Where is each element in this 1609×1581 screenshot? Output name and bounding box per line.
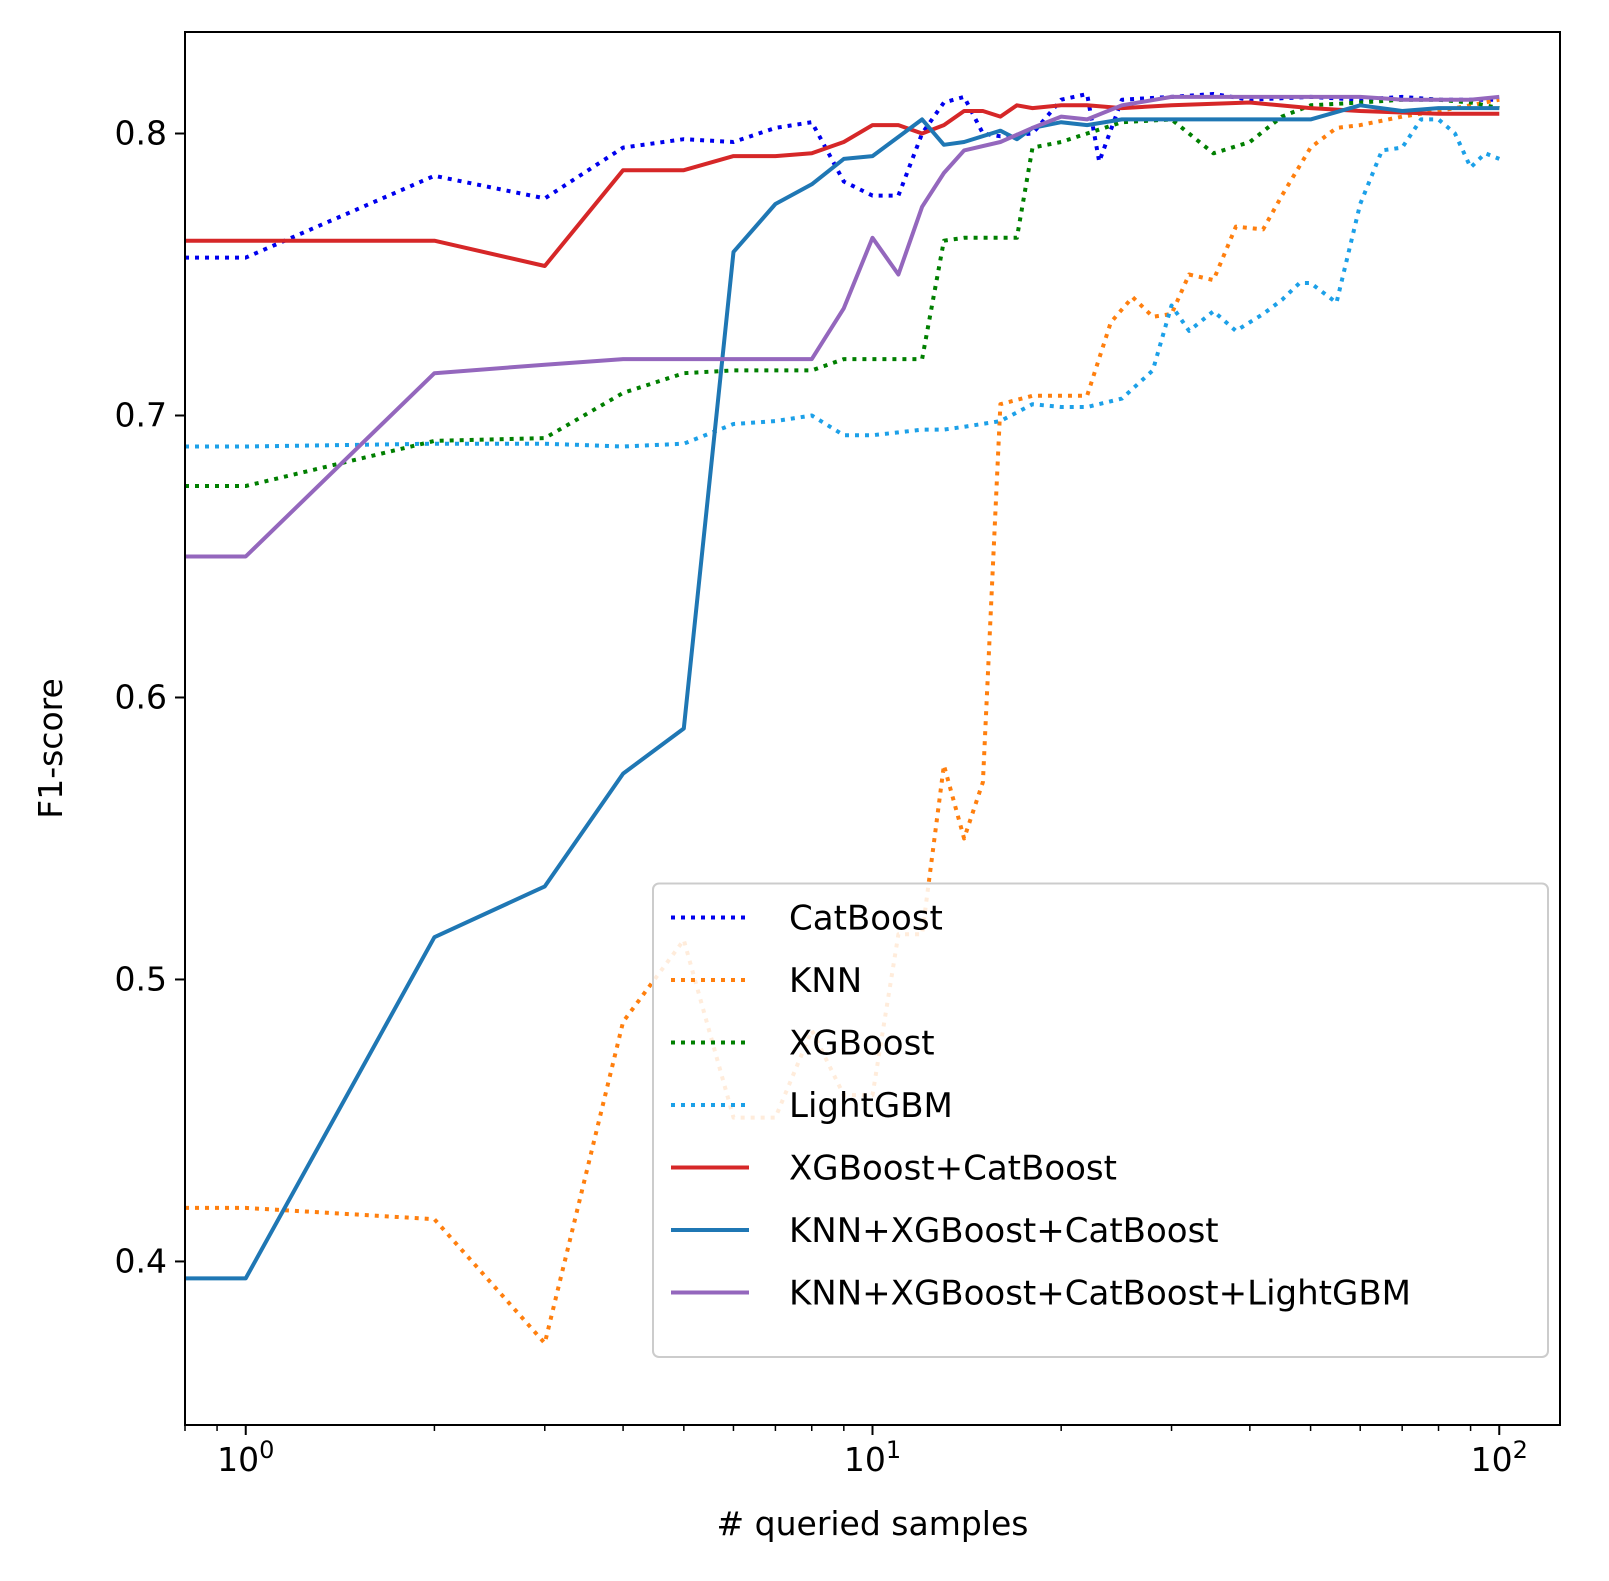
y-tick-label: 0.4 xyxy=(115,1241,167,1280)
y-axis-label: F1-score xyxy=(31,678,70,819)
legend-label-4: LightGBM xyxy=(789,1086,953,1126)
x-axis-label: # queried samples xyxy=(717,1504,1029,1543)
legend-label-3: XGBoost xyxy=(789,1024,935,1064)
legend-label-7: KNN+XGBoost+CatBoost+LightGBM xyxy=(789,1274,1411,1314)
legend-label-1: CatBoost xyxy=(789,899,943,939)
legend-box xyxy=(652,882,1549,1358)
x-tick-label: 102 xyxy=(1471,1436,1528,1479)
legend-label-6: KNN+XGBoost+CatBoost xyxy=(789,1211,1219,1251)
y-tick-label: 0.5 xyxy=(115,959,167,998)
y-tick-label: 0.7 xyxy=(115,395,167,434)
legend-label-2: KNN xyxy=(789,961,862,1001)
y-tick-label: 0.8 xyxy=(115,114,167,153)
x-tick-label: 100 xyxy=(217,1436,274,1479)
series-line-7 xyxy=(185,94,1500,559)
series-line-4 xyxy=(185,117,1501,449)
legend: CatBoost KNN XGBoost LightGBM XGBoost+CatBoo… xyxy=(652,882,1549,1358)
x-tick-label: 101 xyxy=(844,1436,901,1479)
series-line-6 xyxy=(185,103,1500,1281)
series-line-3 xyxy=(185,97,1500,488)
y-tick-label: 0.6 xyxy=(115,677,167,716)
series-line-5 xyxy=(185,100,1500,268)
axes-layer: 0.4 0.5 0.6 0.7 0.8 100 101 102 xyxy=(115,31,1561,1479)
legend-label-5: XGBoost+CatBoost xyxy=(789,1149,1117,1189)
